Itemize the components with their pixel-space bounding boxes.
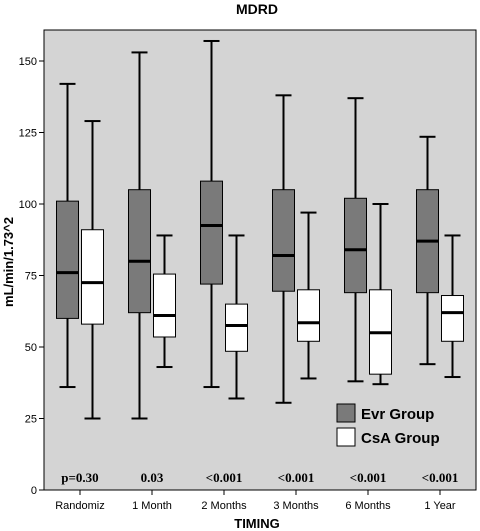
p-value-label: <0.001	[278, 470, 315, 485]
y-tick-label: 0	[31, 485, 37, 497]
p-value-label: 0.03	[141, 470, 164, 485]
box-evr	[416, 135, 439, 366]
iqr-box	[344, 197, 367, 294]
box-evr	[200, 39, 223, 389]
y-axis-title: mL/min/1.73^2	[1, 217, 16, 307]
p-value-label: <0.001	[206, 470, 243, 485]
legend-swatch-evr	[336, 403, 356, 423]
x-axis-title: TIMING	[234, 516, 280, 531]
y-axis: 0 25 50 75 100 125 150	[19, 56, 44, 497]
x-tick-label: Randomiz	[55, 500, 105, 512]
x-tick-label: 1 Month	[132, 500, 172, 512]
iqr-box	[272, 189, 295, 292]
y-tick-label: 125	[19, 128, 37, 140]
legend-swatch-csa	[336, 427, 356, 447]
y-tick-label: 25	[25, 414, 37, 426]
box-evr	[272, 94, 295, 404]
iqr-box	[153, 273, 176, 338]
x-tick-label: 6 Months	[345, 500, 391, 512]
p-value-label: p=0.30	[61, 470, 98, 485]
p-values-layer: p=0.30 0.03 <0.001 <0.001 <0.001 <0.001	[61, 470, 458, 485]
legend-label-evr: Evr Group	[361, 406, 434, 423]
x-tick-label: 2 Months	[201, 500, 247, 512]
legend-label-csa: CsA Group	[361, 430, 440, 447]
iqr-box	[297, 289, 320, 342]
p-value-label: <0.001	[350, 470, 387, 485]
y-tick-label: 50	[25, 342, 37, 354]
box-evr	[128, 51, 151, 420]
box-csa	[297, 211, 320, 380]
y-tick-label: 100	[19, 199, 37, 211]
iqr-box	[200, 180, 223, 285]
x-axis: Randomiz 1 Month 2 Months 3 Months 6 Months 1…	[55, 490, 456, 512]
box-csa	[441, 234, 464, 379]
x-tick-label: 1 Year	[424, 500, 456, 512]
box-evr	[56, 82, 79, 389]
chart-title: MDRD	[236, 1, 278, 17]
iqr-box	[128, 189, 151, 314]
box-csa	[81, 120, 104, 420]
boxes-layer	[56, 39, 464, 420]
box-csa	[153, 234, 176, 369]
iqr-box	[225, 303, 248, 352]
iqr-box	[441, 295, 464, 342]
legend: Evr Group CsA Group	[336, 403, 440, 447]
iqr-box	[81, 229, 104, 325]
iqr-box	[56, 200, 79, 319]
y-tick-label: 75	[25, 271, 37, 283]
box-evr	[344, 97, 367, 383]
box-csa	[369, 203, 392, 386]
x-tick-label: 3 Months	[273, 500, 319, 512]
y-tick-label: 150	[19, 56, 37, 68]
p-value-label: <0.001	[422, 470, 459, 485]
plot-area	[43, 29, 477, 491]
box-csa	[225, 234, 248, 400]
